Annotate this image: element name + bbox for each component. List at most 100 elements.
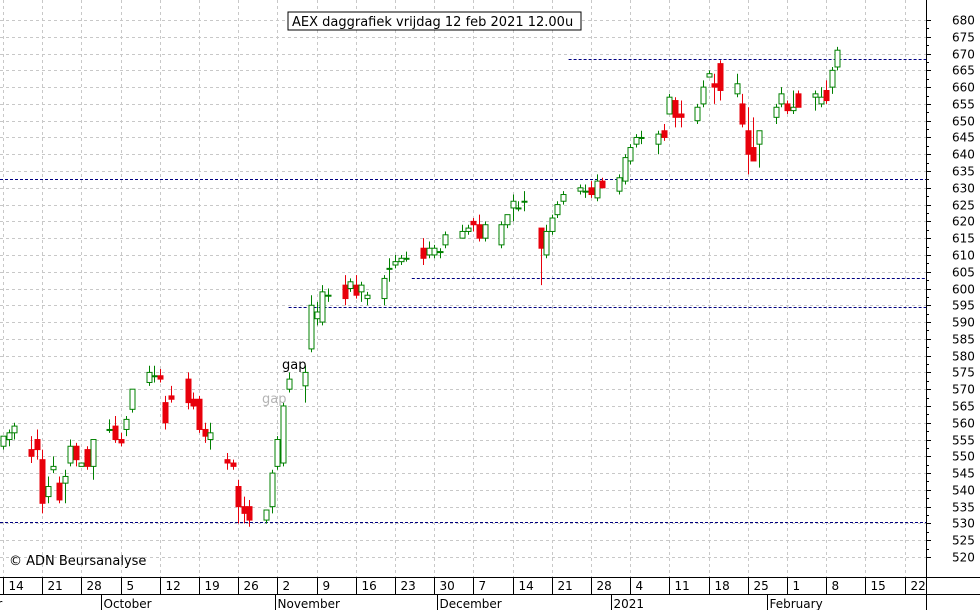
x-tick-label: 22 (911, 579, 926, 593)
candle (694, 103, 701, 125)
y-tick-label: 605 (952, 266, 975, 280)
candle (185, 372, 192, 410)
candle (431, 244, 438, 259)
candle-body (431, 247, 438, 256)
candle-body (521, 200, 528, 203)
candle-body (426, 247, 433, 256)
y-tick-label: 635 (952, 165, 975, 179)
candle (655, 130, 662, 155)
candle-body (34, 439, 41, 451)
y-tick-label: 555 (952, 434, 975, 448)
candle (521, 191, 528, 212)
y-tick-label: 525 (952, 534, 975, 548)
candle-body (549, 217, 556, 232)
candle (678, 100, 685, 128)
candle-body (353, 284, 360, 296)
candle-body (269, 472, 276, 508)
candle-body (829, 69, 836, 88)
candle-body (398, 257, 405, 263)
candle (549, 214, 556, 235)
candle (795, 90, 802, 108)
copyright-label: © ADN Beursanalyse (9, 554, 146, 569)
candle-body (112, 425, 119, 441)
candle (790, 90, 797, 114)
candle-body (739, 103, 746, 125)
y-tick-label: 650 (952, 115, 975, 129)
x-tick-label: 30 (440, 579, 455, 593)
x-tick-label: 25 (754, 579, 769, 593)
candle (829, 66, 836, 94)
candle (582, 184, 589, 198)
candle (45, 476, 52, 504)
y-tick-label: 540 (952, 484, 975, 498)
candle-body (672, 100, 679, 118)
candle (129, 388, 136, 413)
x-tick-label: 16 (362, 579, 377, 593)
x-tick-label: 15 (871, 579, 886, 593)
x-tick-label: 1 (793, 579, 801, 593)
y-tick-label: 570 (952, 383, 975, 397)
candle (750, 117, 757, 162)
candle-body (106, 428, 113, 431)
candle-body (202, 428, 209, 437)
candle (823, 80, 830, 104)
candle-body (482, 224, 489, 239)
y-tick-label: 620 (952, 215, 975, 229)
candle (90, 439, 97, 480)
candle (403, 251, 410, 262)
x-tick-label: 9 (323, 579, 331, 593)
candle-body (812, 93, 819, 98)
candle-body (476, 224, 483, 239)
y-tick-label: 545 (952, 467, 975, 481)
gap-annotation-faded: gap (262, 392, 286, 407)
candle (672, 97, 679, 128)
candle-body (146, 371, 153, 383)
candle-body (11, 425, 18, 434)
candle-body (778, 93, 785, 105)
candle (34, 429, 41, 460)
candle-body (823, 89, 830, 102)
candle-body (638, 136, 645, 139)
candle (700, 80, 707, 108)
candle-body (773, 106, 780, 118)
candle (146, 365, 153, 386)
candle (364, 291, 371, 306)
candle-body (358, 284, 365, 293)
x-tick-label: 8 (832, 579, 840, 593)
candle (666, 93, 673, 115)
candle (498, 221, 505, 249)
x-tick-label: 12 (166, 579, 181, 593)
candle-body (274, 439, 281, 467)
x-tick-label: 19 (205, 579, 220, 593)
x-month-label: October (104, 597, 152, 610)
candle-body (745, 130, 752, 155)
x-tick-label: 28 (597, 579, 612, 593)
y-tick-label: 600 (952, 283, 975, 297)
candle (157, 369, 164, 383)
candle-body (543, 230, 550, 256)
candle (39, 449, 46, 514)
candle-body (235, 486, 242, 508)
candle (50, 456, 57, 474)
x-month-label: February (770, 597, 823, 610)
candle (381, 275, 388, 306)
candle (319, 285, 326, 326)
candle-body (661, 130, 668, 138)
candle (510, 194, 517, 222)
candle-body (325, 294, 332, 297)
candle-body (168, 395, 175, 400)
candle (711, 73, 718, 104)
candles (0, 46, 841, 527)
candle (308, 295, 315, 353)
candle-body (246, 506, 253, 521)
candle-body (795, 93, 802, 108)
candle-body (706, 73, 713, 78)
candle-body (442, 234, 449, 246)
candle (207, 422, 214, 450)
candle-body (538, 227, 545, 249)
candle-body (577, 187, 584, 192)
candle-body (224, 459, 231, 464)
candle (633, 134, 640, 148)
x-month-label: November (278, 597, 340, 610)
candle (269, 469, 276, 514)
